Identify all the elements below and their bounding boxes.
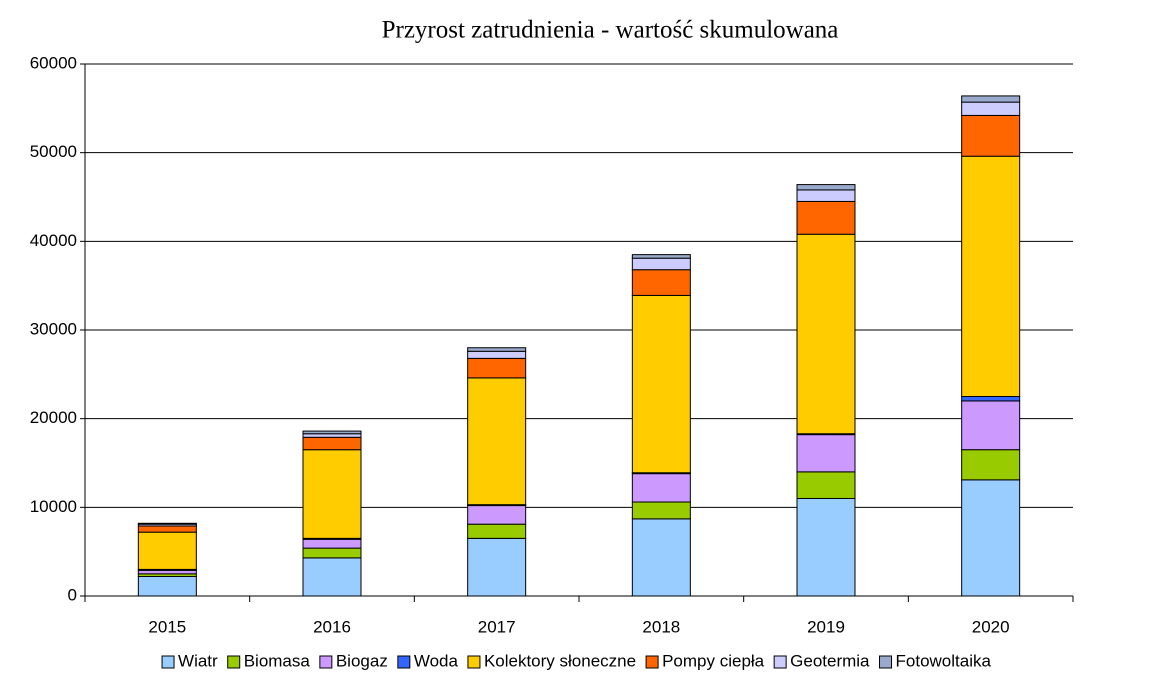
y-tick-label: 60000 <box>30 53 77 72</box>
chart-title: Przyrost zatrudnienia - wartość skumulow… <box>382 17 839 44</box>
legend-swatch <box>467 655 481 669</box>
bar-segment <box>631 294 691 474</box>
bar-segment <box>796 497 856 597</box>
bar-segment <box>796 233 856 435</box>
legend-label: Biogaz <box>336 651 388 670</box>
bar-segment <box>631 269 691 296</box>
legend-swatch <box>319 655 333 669</box>
bar-segment <box>302 557 362 597</box>
legend-label: Geotermia <box>790 651 870 670</box>
y-tick-label: 20000 <box>30 408 77 427</box>
bar-segment <box>137 575 197 597</box>
bar-segment <box>631 257 691 271</box>
bar-segment <box>302 449 362 539</box>
bar-segment <box>302 436 362 451</box>
bar-segment <box>467 350 527 359</box>
bar-segment <box>631 518 691 597</box>
legend-swatch <box>227 655 241 669</box>
bar-segment <box>796 434 856 473</box>
bar-segment <box>467 537 527 597</box>
y-tick-label: 50000 <box>30 142 77 161</box>
y-tick-label: 10000 <box>30 497 77 516</box>
bar-segment <box>467 357 527 379</box>
bar-segment <box>796 189 856 202</box>
bar-segment <box>796 471 856 499</box>
legend-swatch <box>645 655 659 669</box>
y-tick-label: 0 <box>68 585 77 604</box>
x-tick-label: 2018 <box>642 617 680 636</box>
bar-segment <box>302 433 362 438</box>
bar-segment <box>137 522 197 525</box>
legend-swatch <box>773 655 787 669</box>
bar-segment <box>631 254 691 259</box>
bar-segment <box>302 538 362 549</box>
bar-segment <box>961 101 1021 116</box>
legend-label: Pompy ciepła <box>662 651 765 670</box>
bar-segment <box>467 523 527 539</box>
legend-label: Fotowoltaika <box>896 651 992 670</box>
bar-segment <box>961 114 1021 157</box>
legend-label: Kolektory słoneczne <box>484 651 636 670</box>
bar-segment <box>631 473 691 503</box>
bar-segment <box>961 155 1021 397</box>
legend-swatch <box>397 655 411 669</box>
bar-segment <box>137 569 197 575</box>
bar-segment <box>796 200 856 235</box>
bar-segment <box>961 449 1021 481</box>
legend-label: Woda <box>414 651 459 670</box>
bar-segment <box>467 505 527 525</box>
x-tick-label: 2015 <box>148 617 186 636</box>
x-tick-label: 2017 <box>478 617 516 636</box>
bar-segment <box>796 184 856 191</box>
legend-label: Wiatr <box>178 651 218 670</box>
bar-segment <box>302 430 362 435</box>
bar-segment <box>961 95 1021 103</box>
y-tick-label: 30000 <box>30 319 77 338</box>
bar-segment <box>137 525 197 533</box>
bar-segment <box>961 396 1021 402</box>
x-tick-label: 2020 <box>972 617 1010 636</box>
bar-segment <box>467 377 527 506</box>
bar-segment <box>961 400 1021 451</box>
bar-segment <box>631 501 691 520</box>
bar-segment <box>137 531 197 570</box>
x-tick-label: 2019 <box>807 617 845 636</box>
legend-swatch <box>161 655 175 669</box>
x-tick-label: 2016 <box>313 617 351 636</box>
legend-swatch <box>879 655 893 669</box>
bar-segment <box>467 347 527 352</box>
y-tick-label: 40000 <box>30 231 77 250</box>
bar-segment <box>302 547 362 559</box>
bar-segment <box>961 479 1021 597</box>
legend-label: Biomasa <box>244 651 311 670</box>
